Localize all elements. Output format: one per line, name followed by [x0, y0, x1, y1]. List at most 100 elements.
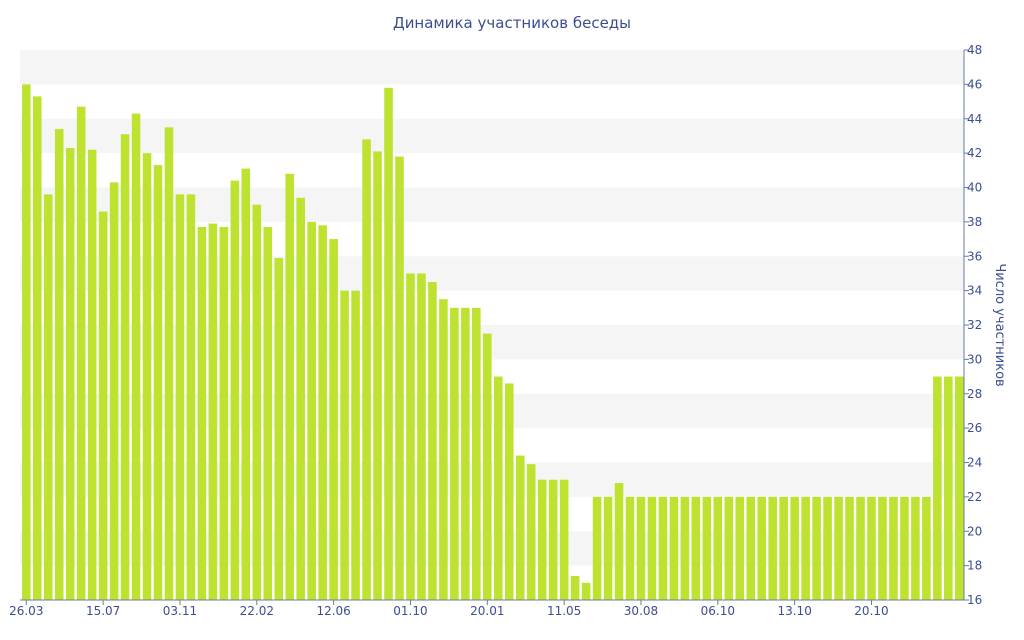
chart-title: Динамика участников беседы — [393, 14, 631, 32]
bar — [669, 496, 679, 601]
bar — [428, 282, 437, 600]
bar — [933, 376, 942, 600]
bar — [559, 479, 569, 600]
bar — [658, 496, 668, 601]
bar — [362, 139, 371, 600]
bar — [735, 496, 745, 601]
bar — [900, 496, 909, 601]
bar — [911, 496, 920, 601]
bar — [603, 496, 613, 601]
bar — [43, 194, 53, 601]
bar — [340, 290, 349, 601]
bar — [834, 496, 843, 601]
bar — [461, 307, 470, 600]
bar — [647, 496, 657, 601]
bar — [483, 333, 492, 600]
y-tick-label: 18 — [967, 559, 982, 573]
bar — [757, 496, 766, 601]
grid-band — [20, 50, 964, 85]
y-axis-label: Число участников — [992, 263, 1007, 386]
bar — [823, 496, 832, 601]
bar — [230, 180, 240, 601]
bar — [768, 496, 777, 601]
x-tick-label: 11.05 — [547, 604, 581, 618]
bar — [581, 582, 591, 600]
bar — [164, 127, 174, 600]
y-axis: 16 18 20 22 24 26 28 30 32 34 36 38 40 42 44 46 48 — [963, 43, 982, 607]
x-tick-label: 26.03 — [9, 604, 43, 618]
bar — [252, 204, 262, 600]
x-tick-label: 20.01 — [470, 604, 504, 618]
y-tick-label: 44 — [967, 112, 982, 126]
bar — [878, 496, 887, 601]
bar — [285, 173, 294, 600]
bar — [296, 197, 305, 600]
bar — [548, 479, 558, 600]
bar — [537, 479, 547, 600]
y-tick-label: 36 — [967, 249, 982, 263]
bar — [801, 496, 810, 601]
x-axis: 26.03 15.07 03.11 22.02 12.06 01.10 20.01 11.05… — [9, 599, 964, 618]
bar — [614, 483, 624, 601]
y-tick-label: 40 — [967, 181, 982, 195]
x-tick-label: 15.07 — [86, 604, 120, 618]
bar — [944, 376, 953, 600]
bar — [439, 299, 448, 600]
grid-band — [20, 118, 964, 154]
bar — [417, 273, 426, 600]
bar — [515, 455, 525, 601]
x-tick-label: 30.08 — [624, 604, 658, 618]
bar — [219, 227, 229, 600]
y-tick-label: 46 — [967, 77, 982, 91]
y-tick-label: 22 — [967, 490, 982, 504]
bar — [691, 496, 701, 601]
bar — [175, 194, 185, 601]
bar — [32, 96, 42, 600]
y-tick-label: 38 — [967, 215, 982, 229]
bar — [472, 307, 481, 600]
bar — [713, 496, 723, 601]
bar — [384, 87, 393, 600]
bar — [790, 496, 799, 601]
bar — [504, 383, 514, 600]
bar — [867, 496, 876, 601]
bar — [592, 496, 602, 601]
bar — [702, 496, 712, 601]
y-tick-label: 32 — [967, 318, 982, 332]
bar — [274, 257, 284, 600]
bar — [22, 84, 31, 601]
x-tick-label: 13.10 — [777, 604, 811, 618]
bar — [856, 496, 865, 601]
bar — [263, 227, 273, 600]
bar — [955, 376, 964, 600]
y-tick-label: 42 — [967, 146, 982, 160]
bar — [329, 239, 338, 600]
bar — [779, 496, 788, 601]
bar — [889, 496, 898, 601]
bar — [526, 464, 536, 600]
bar — [241, 168, 251, 600]
bar — [54, 129, 64, 600]
bar — [318, 225, 327, 600]
bar-series — [22, 84, 964, 601]
bar — [120, 134, 130, 600]
bar — [208, 223, 218, 600]
bar — [922, 496, 931, 601]
bar — [351, 290, 360, 601]
bar — [87, 149, 97, 600]
y-tick-label: 48 — [967, 43, 982, 57]
bar — [153, 165, 163, 600]
bar — [570, 575, 580, 600]
bar — [636, 496, 646, 601]
bar — [450, 307, 459, 600]
x-tick-label: 12.06 — [316, 604, 350, 618]
y-tick-label: 34 — [967, 284, 982, 298]
y-tick-label: 16 — [967, 593, 982, 607]
bar — [746, 496, 756, 601]
bar — [186, 194, 196, 601]
y-tick-label: 26 — [967, 421, 982, 435]
bar — [812, 496, 821, 601]
y-tick-label: 30 — [967, 352, 982, 366]
x-tick-label: 22.02 — [240, 604, 274, 618]
